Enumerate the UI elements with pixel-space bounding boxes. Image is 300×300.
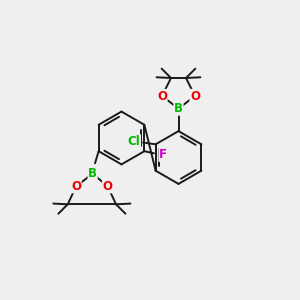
Text: F: F (159, 148, 167, 161)
Text: B: B (88, 167, 97, 180)
Text: O: O (103, 180, 112, 193)
Text: O: O (190, 89, 200, 103)
Text: Cl: Cl (128, 135, 140, 148)
Text: O: O (71, 180, 81, 193)
Text: O: O (157, 89, 167, 103)
Text: B: B (174, 102, 183, 115)
